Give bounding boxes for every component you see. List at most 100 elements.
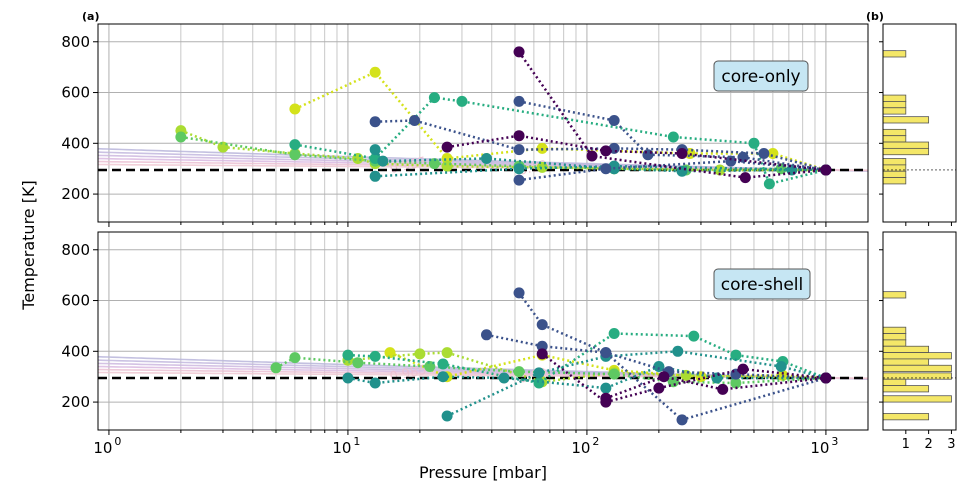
data-point — [498, 372, 510, 384]
data-point — [437, 358, 449, 370]
data-point — [441, 410, 453, 422]
grid-bottom — [98, 232, 868, 435]
data-point — [775, 361, 787, 373]
hist-bar — [882, 107, 907, 115]
series-line — [347, 365, 826, 390]
hist-bar — [882, 170, 907, 178]
y-tick-label: 800 — [61, 33, 90, 51]
axes-frame-top — [97, 23, 869, 223]
data-point — [758, 147, 770, 159]
y-ticks-top: 200 400 600 800 — [61, 33, 98, 203]
data-point — [513, 174, 525, 186]
y-ticks-bottom: 200 400 600 800 — [61, 241, 98, 411]
hist-bar — [882, 141, 930, 149]
hist-bar — [882, 395, 952, 403]
hist-bar — [882, 158, 907, 166]
data-point — [536, 319, 548, 331]
x-tick-exponent: 1 — [353, 435, 360, 448]
hist-x-tick-label: 3 — [947, 437, 955, 452]
hist-x-tick-label: 1 — [902, 437, 910, 452]
data-point — [369, 144, 381, 156]
hist-bar — [882, 147, 930, 156]
data-point — [441, 160, 453, 172]
data-point — [600, 382, 612, 394]
data-point — [600, 145, 612, 157]
x-ticks-bottom: 10 0 10 1 10 2 10 3 — [93, 435, 838, 457]
data-point — [739, 172, 751, 184]
data-point — [369, 377, 381, 389]
data-point — [513, 366, 525, 378]
hist-bar — [882, 164, 907, 172]
data-point — [730, 377, 742, 389]
data-point — [653, 382, 665, 394]
y-tick-label: 600 — [61, 84, 90, 102]
data-point — [600, 392, 612, 404]
hist-bar — [882, 352, 952, 360]
y-axis-label: Temperature [K] — [19, 180, 38, 310]
series-line — [180, 129, 826, 172]
x-tick-label: 10 — [571, 439, 590, 457]
hist-bar — [882, 291, 907, 299]
data-point — [600, 347, 612, 359]
data-point — [533, 367, 545, 379]
data-point — [820, 164, 832, 176]
data-point — [369, 350, 381, 362]
panel-label-b: (b) — [866, 10, 884, 23]
data-point — [441, 141, 453, 153]
data-point — [533, 377, 545, 389]
data-point — [653, 361, 665, 373]
data-point — [672, 345, 684, 357]
y-tick-label: 200 — [61, 393, 90, 411]
data-point — [513, 144, 525, 156]
data-point — [730, 349, 742, 361]
data-point — [820, 372, 832, 384]
x-tick-label: 10 — [93, 439, 112, 457]
data-point — [480, 329, 492, 341]
hist-bar — [882, 94, 907, 102]
data-point — [369, 170, 381, 182]
data-point — [737, 363, 749, 375]
hist-bar — [882, 345, 930, 353]
series-line — [446, 350, 827, 418]
hist-bar — [882, 372, 952, 380]
data-point — [513, 163, 525, 175]
data-point — [608, 160, 620, 172]
data-point — [748, 137, 760, 149]
data-point — [352, 357, 364, 369]
data-point — [289, 103, 301, 115]
histogram-top — [879, 41, 956, 226]
hist-bar — [882, 378, 907, 386]
data-point — [377, 155, 389, 167]
data-point — [352, 153, 364, 165]
axes-frame-bottom — [97, 231, 869, 431]
hist-bar — [882, 177, 907, 185]
histogram-bottom — [879, 249, 956, 434]
label-box-bg — [713, 268, 811, 300]
x-axis-label: Pressure [mbar] — [419, 463, 547, 482]
data-point — [642, 149, 654, 161]
data-point — [441, 153, 453, 165]
grid-top — [98, 24, 868, 227]
data-point — [725, 155, 737, 167]
data-point — [608, 368, 620, 380]
data-point — [175, 131, 187, 143]
data-point — [409, 114, 421, 126]
x-tick-label: 10 — [332, 439, 351, 457]
data-point — [289, 139, 301, 151]
label-core-shell: core-shell — [721, 275, 804, 295]
data-point — [270, 362, 282, 374]
series-line — [518, 159, 827, 182]
data-point — [342, 349, 354, 361]
data-point — [513, 130, 525, 142]
data-point — [342, 372, 354, 384]
data-point — [536, 161, 548, 173]
data-point — [608, 328, 620, 340]
data-point — [480, 153, 492, 165]
hist-bar — [882, 358, 930, 366]
data-point — [586, 150, 598, 162]
hist-bar — [882, 128, 907, 137]
y-tick-label: 600 — [61, 292, 90, 310]
x-tick-label: 10 — [810, 439, 829, 457]
